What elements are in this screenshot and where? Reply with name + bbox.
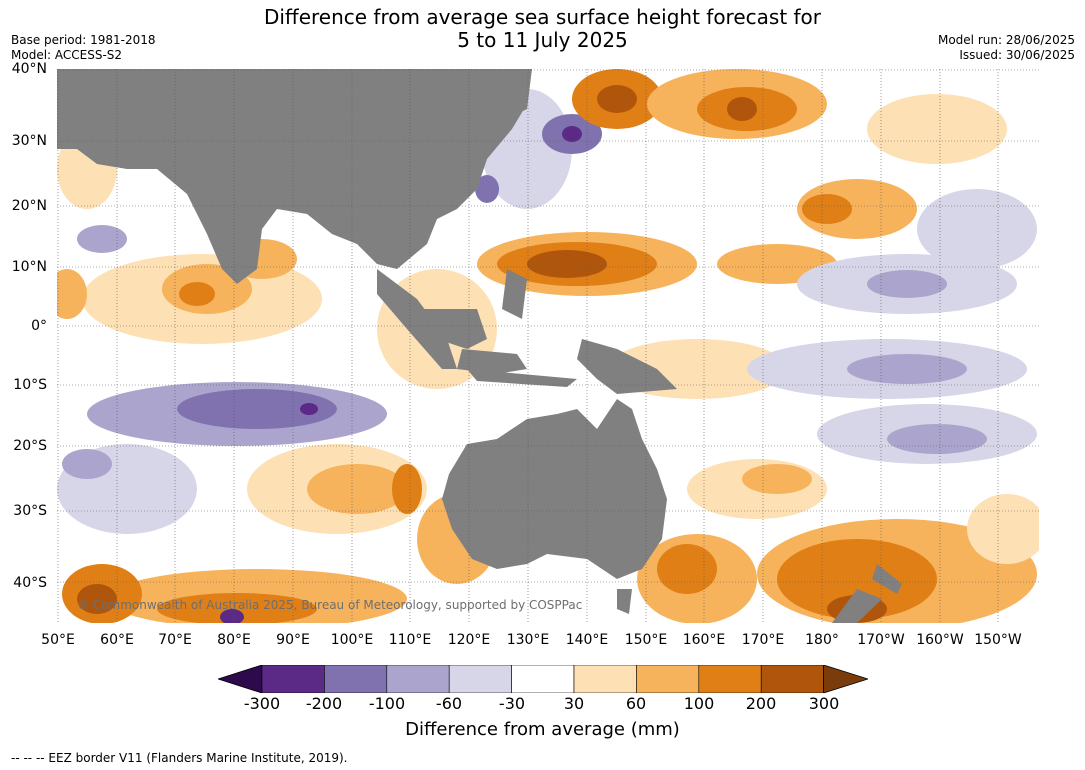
lon-label-80e: 80°E <box>217 632 251 648</box>
lat-label-20s: 20°S <box>13 438 47 454</box>
colorbar-tick: -60 <box>435 694 463 713</box>
lon-label-150w: 150°W <box>974 632 1022 648</box>
lat-label-20n: 20°N <box>11 198 47 214</box>
colorbar-segment <box>511 665 575 693</box>
colorbar-segment <box>324 665 388 693</box>
colorbar-tick: -200 <box>305 694 343 713</box>
colorbar-segment <box>698 665 762 693</box>
issued-text: Issued: 30/06/2025 <box>959 48 1075 62</box>
meta-left: Base period: 1981-2018 Model: ACCESS-S2 <box>11 33 156 63</box>
lat-label-30n: 30°N <box>11 133 47 149</box>
colorbar-segment <box>760 665 824 693</box>
lat-label-0: 0° <box>31 318 47 334</box>
colorbar-over-arrow <box>823 665 868 693</box>
colorbar-segment <box>448 665 512 693</box>
colorbar <box>218 665 868 693</box>
lon-label-170e: 170°E <box>741 632 785 648</box>
lon-label-110e: 110°E <box>388 632 432 648</box>
sea-surface-map <box>57 69 1039 623</box>
colorbar-tick: -100 <box>368 694 406 713</box>
colorbar-tick: 30 <box>563 694 585 713</box>
eez-footer-note: -- -- -- EEZ border V11 (Flanders Marine… <box>11 751 348 765</box>
lat-label-40n: 40°N <box>11 61 47 77</box>
meta-right: Model run: 28/06/2025 Issued: 30/06/2025 <box>938 33 1075 63</box>
colorbar-tick: -30 <box>498 694 526 713</box>
colorbar-segment <box>573 665 637 693</box>
lon-label-60e: 60°E <box>100 632 134 648</box>
lon-label-130e: 130°E <box>506 632 550 648</box>
map-title-line2: 5 to 11 July 2025 <box>457 28 628 52</box>
lat-label-30s: 30°S <box>13 503 47 519</box>
lon-label-150e: 150°E <box>624 632 668 648</box>
land-masses <box>57 69 902 623</box>
lat-label-10n: 10°N <box>11 259 47 275</box>
map-canvas <box>57 69 1039 623</box>
lon-label-160e: 160°E <box>682 632 726 648</box>
colorbar-segment <box>386 665 450 693</box>
colorbar-tick: 300 <box>808 694 840 713</box>
colorbar-tick: 60 <box>625 694 647 713</box>
copyright-credit: © Commonwealth of Australia 2025, Bureau… <box>77 598 583 612</box>
colorbar-under-arrow <box>218 665 263 693</box>
model-text: Model: ACCESS-S2 <box>11 48 123 62</box>
base-period-text: Base period: 1981-2018 <box>11 33 156 47</box>
colorbar-tick: -300 <box>243 694 281 713</box>
lon-label-180: 180° <box>805 632 839 648</box>
lon-label-160w: 160°W <box>916 632 964 648</box>
lat-label-10s: 10°S <box>13 377 47 393</box>
colorbar-tick: 200 <box>745 694 777 713</box>
lon-label-140e: 140°E <box>565 632 609 648</box>
lon-label-120e: 120°E <box>447 632 491 648</box>
graticule <box>57 69 1039 623</box>
lon-label-50e: 50°E <box>41 632 75 648</box>
colorbar-segment <box>261 665 325 693</box>
map-title-line1: Difference from average sea surface heig… <box>263 5 822 29</box>
lon-label-70e: 70°E <box>158 632 192 648</box>
colorbar-label: Difference from average (mm) <box>405 719 680 740</box>
colorbar-segment <box>636 665 700 693</box>
lat-label-40s: 40°S <box>13 575 47 591</box>
colorbar-tick: 100 <box>683 694 715 713</box>
lon-label-100e: 100°E <box>330 632 374 648</box>
lon-label-90e: 90°E <box>276 632 310 648</box>
lon-label-170w: 170°W <box>857 632 905 648</box>
model-run-text: Model run: 28/06/2025 <box>937 33 1075 47</box>
